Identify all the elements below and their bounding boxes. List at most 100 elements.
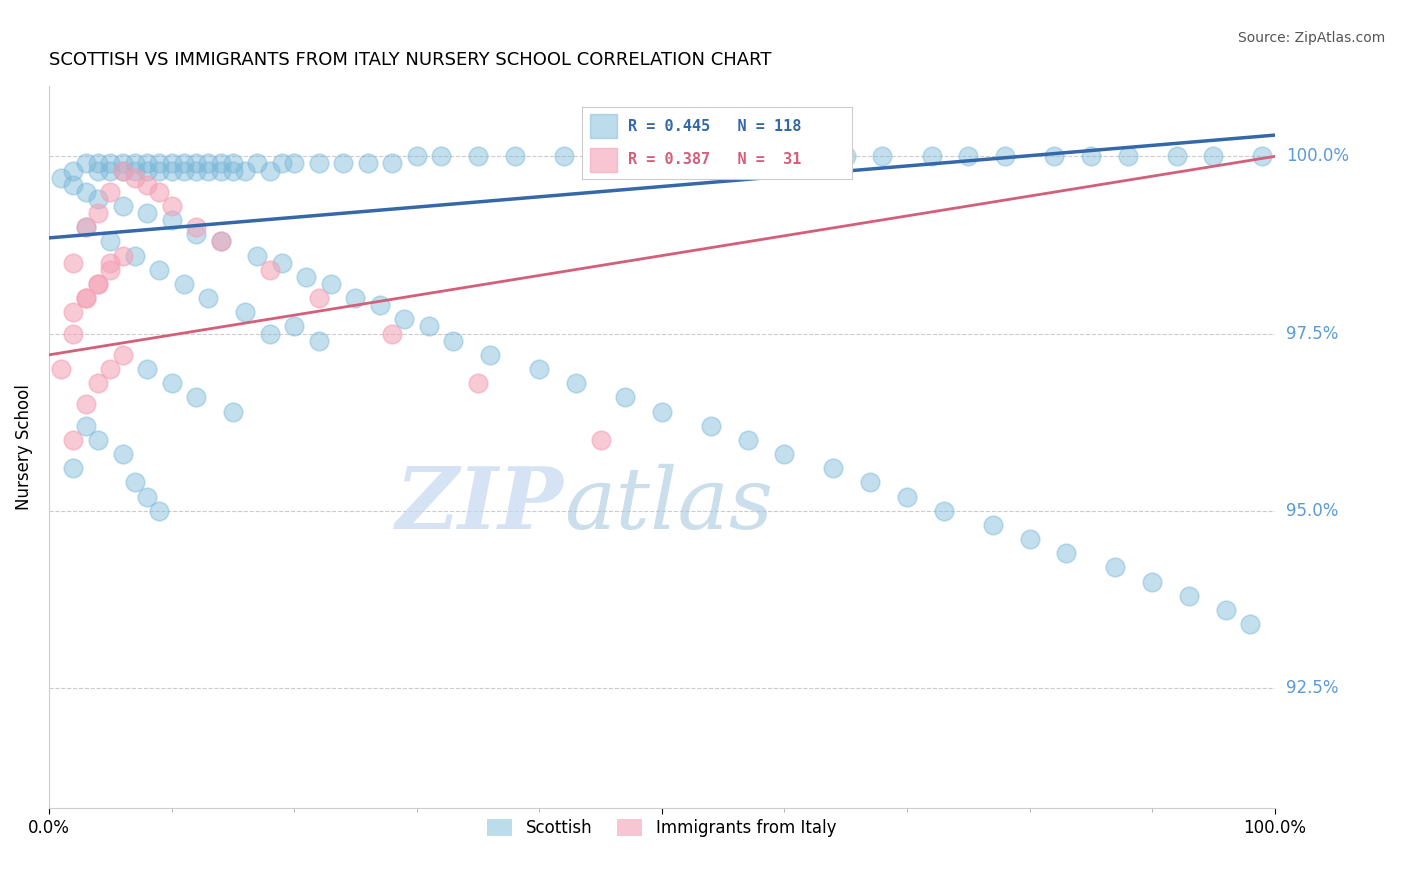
Point xyxy=(209,163,232,178)
Point xyxy=(98,256,121,270)
Point xyxy=(87,433,110,447)
Point xyxy=(75,220,97,235)
Point xyxy=(259,163,281,178)
Point xyxy=(173,277,195,291)
Point xyxy=(111,447,134,461)
Point xyxy=(62,256,84,270)
Point xyxy=(823,461,845,475)
Point xyxy=(1140,574,1163,589)
Point xyxy=(308,334,330,348)
Point xyxy=(1178,589,1201,603)
Point xyxy=(957,149,980,163)
Point xyxy=(124,475,146,490)
Point xyxy=(87,277,110,291)
Point xyxy=(443,334,465,348)
Point xyxy=(209,235,232,249)
Point xyxy=(148,185,170,199)
Point xyxy=(75,418,97,433)
Point xyxy=(111,199,134,213)
Point xyxy=(1080,149,1102,163)
Point xyxy=(148,504,170,518)
Point xyxy=(270,256,292,270)
Point xyxy=(209,235,232,249)
Point xyxy=(589,433,612,447)
Point xyxy=(148,156,170,170)
Point xyxy=(1202,149,1225,163)
Point xyxy=(197,163,219,178)
Point xyxy=(136,206,159,220)
Point xyxy=(344,291,367,305)
Point xyxy=(124,249,146,263)
Point xyxy=(160,213,183,227)
Point xyxy=(1018,532,1040,546)
Point xyxy=(246,156,269,170)
Point xyxy=(87,156,110,170)
Point xyxy=(124,156,146,170)
Point xyxy=(921,149,943,163)
Point xyxy=(136,178,159,192)
Point xyxy=(222,404,245,418)
Point xyxy=(62,433,84,447)
Point xyxy=(467,149,489,163)
Point xyxy=(565,376,588,391)
Point xyxy=(1239,617,1261,632)
Text: 95.0%: 95.0% xyxy=(1286,502,1339,520)
Point xyxy=(626,149,648,163)
Point xyxy=(75,291,97,305)
Point xyxy=(368,298,391,312)
Point xyxy=(748,149,770,163)
Point xyxy=(124,170,146,185)
Point xyxy=(1215,603,1237,617)
Point xyxy=(553,149,575,163)
Point xyxy=(233,163,256,178)
Point xyxy=(75,185,97,199)
Point xyxy=(184,390,207,404)
Point xyxy=(136,163,159,178)
Point xyxy=(148,262,170,277)
Point xyxy=(1054,546,1077,560)
Text: 100.0%: 100.0% xyxy=(1286,147,1348,165)
Point xyxy=(62,326,84,341)
Point xyxy=(184,227,207,242)
Point xyxy=(479,348,502,362)
Point xyxy=(62,461,84,475)
Point xyxy=(160,199,183,213)
Point xyxy=(295,269,318,284)
Point xyxy=(98,163,121,178)
Point xyxy=(651,404,673,418)
Point xyxy=(283,319,305,334)
Point xyxy=(1104,560,1126,574)
Point xyxy=(981,517,1004,532)
Point xyxy=(51,170,73,185)
Point xyxy=(614,390,637,404)
Point xyxy=(233,305,256,319)
Point xyxy=(283,156,305,170)
Point xyxy=(270,156,292,170)
Point xyxy=(51,362,73,376)
Point xyxy=(405,149,427,163)
Point xyxy=(197,156,219,170)
Point xyxy=(75,291,97,305)
Point xyxy=(896,490,918,504)
Point xyxy=(62,305,84,319)
Point xyxy=(932,504,955,518)
Point xyxy=(98,235,121,249)
Point xyxy=(98,185,121,199)
Point xyxy=(356,156,378,170)
Point xyxy=(111,348,134,362)
Point xyxy=(62,178,84,192)
Point xyxy=(859,475,882,490)
Point xyxy=(1116,149,1139,163)
Point xyxy=(430,149,453,163)
Point xyxy=(711,149,734,163)
Point xyxy=(797,149,820,163)
Point xyxy=(222,156,245,170)
Point xyxy=(173,156,195,170)
Point xyxy=(184,156,207,170)
Point xyxy=(394,312,416,326)
Point xyxy=(503,149,526,163)
Point xyxy=(87,277,110,291)
Legend: Scottish, Immigrants from Italy: Scottish, Immigrants from Italy xyxy=(481,812,844,844)
Point xyxy=(834,149,856,163)
Point xyxy=(529,362,551,376)
